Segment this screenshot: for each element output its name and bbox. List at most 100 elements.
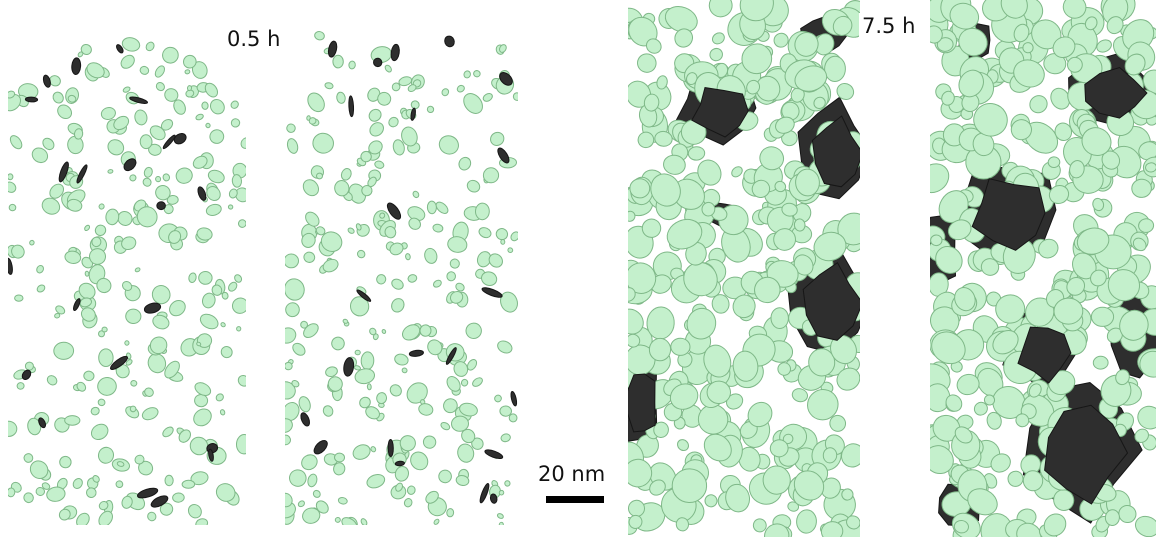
particle bbox=[405, 253, 411, 261]
particle bbox=[151, 285, 171, 305]
particle bbox=[107, 169, 114, 174]
particle bbox=[841, 443, 860, 468]
precipitate bbox=[110, 355, 128, 370]
particle bbox=[398, 76, 413, 87]
particle bbox=[42, 137, 55, 151]
precipitate bbox=[387, 439, 394, 457]
particle bbox=[1062, 0, 1087, 19]
particle bbox=[121, 37, 141, 52]
large-precipitate bbox=[971, 178, 1046, 251]
particle bbox=[686, 307, 717, 340]
particle bbox=[496, 513, 504, 519]
particle bbox=[1013, 23, 1030, 43]
particle bbox=[305, 211, 320, 227]
particle bbox=[359, 396, 371, 409]
particle bbox=[129, 174, 137, 182]
particle bbox=[384, 226, 397, 239]
particle bbox=[162, 426, 174, 438]
particle bbox=[196, 341, 202, 347]
particle bbox=[731, 166, 743, 178]
particle bbox=[49, 75, 61, 87]
particle bbox=[220, 346, 233, 359]
particle bbox=[677, 439, 689, 452]
particle bbox=[312, 489, 321, 498]
particle bbox=[739, 0, 774, 22]
particle bbox=[134, 454, 145, 465]
precipitate bbox=[499, 72, 513, 86]
particle bbox=[711, 32, 725, 45]
particle bbox=[164, 474, 174, 487]
particle bbox=[195, 518, 209, 525]
particle bbox=[188, 272, 197, 283]
particle bbox=[8, 181, 17, 193]
particle bbox=[322, 405, 334, 417]
particle bbox=[709, 47, 723, 62]
precipitate bbox=[208, 448, 214, 462]
precipitate bbox=[445, 347, 457, 365]
particle bbox=[794, 32, 819, 57]
particle bbox=[348, 60, 356, 70]
particle bbox=[301, 232, 316, 248]
particle bbox=[438, 469, 452, 484]
particle bbox=[449, 258, 460, 269]
particle bbox=[184, 69, 191, 75]
particle bbox=[433, 518, 440, 525]
particle bbox=[381, 329, 387, 334]
particle bbox=[98, 500, 109, 511]
particle bbox=[466, 179, 481, 193]
particle bbox=[983, 394, 996, 406]
particle bbox=[451, 415, 469, 432]
particle bbox=[78, 282, 96, 300]
particle bbox=[139, 134, 153, 150]
particle bbox=[664, 5, 698, 33]
particle bbox=[64, 250, 82, 264]
particle bbox=[352, 444, 371, 460]
particle bbox=[482, 167, 500, 184]
particle bbox=[752, 518, 767, 533]
particle bbox=[285, 327, 297, 344]
particle bbox=[334, 180, 350, 197]
particle bbox=[139, 65, 150, 75]
particle bbox=[1066, 56, 1083, 73]
particle bbox=[1107, 269, 1141, 302]
particle bbox=[84, 270, 90, 277]
particle bbox=[500, 433, 511, 443]
particle bbox=[980, 258, 1000, 276]
particle bbox=[645, 38, 662, 54]
particle bbox=[930, 445, 954, 475]
particle bbox=[285, 501, 296, 519]
particle bbox=[143, 166, 153, 178]
particle bbox=[793, 470, 825, 501]
particle bbox=[490, 131, 505, 146]
particle bbox=[406, 382, 428, 404]
particle bbox=[670, 337, 691, 356]
particle bbox=[1096, 39, 1112, 53]
particle bbox=[98, 330, 105, 338]
particle bbox=[446, 508, 455, 518]
particle bbox=[488, 253, 503, 268]
particle bbox=[697, 159, 722, 186]
particle bbox=[687, 146, 706, 161]
particle bbox=[408, 217, 421, 230]
particle bbox=[1022, 42, 1034, 54]
particle bbox=[209, 129, 225, 144]
particle bbox=[1066, 277, 1086, 296]
particle bbox=[1138, 218, 1155, 233]
large-precipitate bbox=[802, 261, 860, 341]
particle bbox=[314, 31, 325, 41]
particle bbox=[458, 156, 472, 171]
particle bbox=[1124, 53, 1146, 76]
particle bbox=[46, 375, 58, 386]
particle bbox=[992, 329, 1019, 355]
particle bbox=[1048, 184, 1070, 205]
precipitate bbox=[348, 95, 355, 118]
particle bbox=[495, 228, 509, 241]
particle bbox=[770, 307, 789, 329]
particle bbox=[773, 228, 796, 251]
particle bbox=[504, 480, 511, 487]
precipitate bbox=[489, 493, 498, 504]
particle bbox=[751, 179, 771, 198]
particle bbox=[90, 406, 100, 416]
particle bbox=[474, 202, 490, 221]
particle bbox=[1118, 504, 1137, 524]
